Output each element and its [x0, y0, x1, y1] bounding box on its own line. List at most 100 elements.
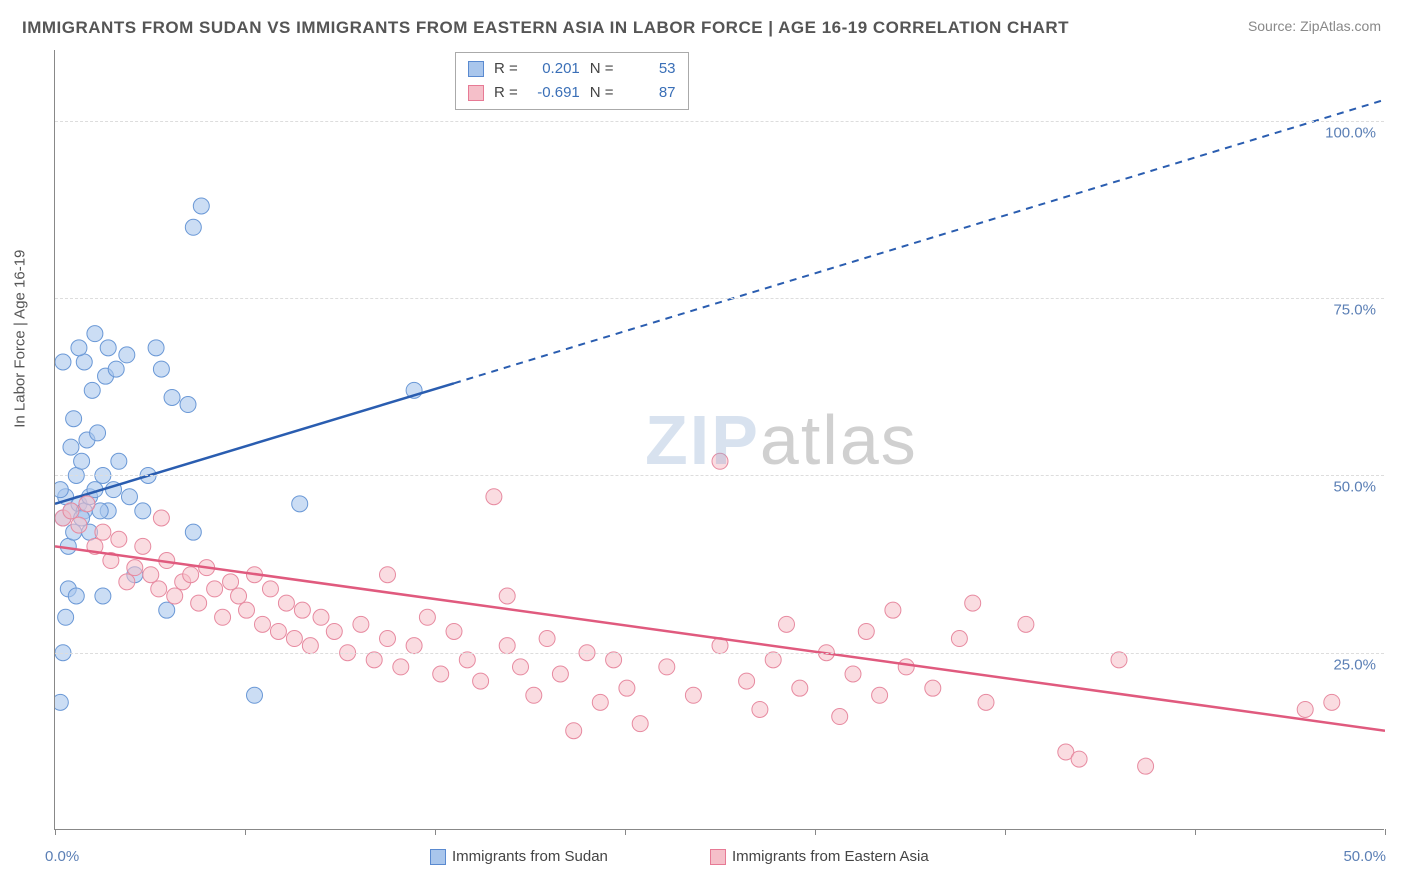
- data-point-sudan: [74, 453, 90, 469]
- data-point-eastern-asia: [632, 716, 648, 732]
- data-point-eastern-asia: [95, 524, 111, 540]
- n-label: N =: [590, 81, 614, 105]
- x-axis-min-label: 0.0%: [45, 848, 79, 865]
- data-point-eastern-asia: [765, 652, 781, 668]
- data-point-eastern-asia: [965, 595, 981, 611]
- x-tick: [625, 829, 626, 835]
- data-point-eastern-asia: [63, 503, 79, 519]
- data-point-sudan: [95, 588, 111, 604]
- data-point-eastern-asia: [552, 666, 568, 682]
- data-point-sudan: [108, 361, 124, 377]
- gridline-h: [55, 475, 1384, 476]
- data-point-eastern-asia: [223, 574, 239, 590]
- data-point-sudan: [76, 354, 92, 370]
- x-tick: [1195, 829, 1196, 835]
- data-point-sudan: [58, 609, 74, 625]
- watermark: ZIPatlas: [645, 400, 918, 480]
- data-point-eastern-asia: [207, 581, 223, 597]
- chart-title: IMMIGRANTS FROM SUDAN VS IMMIGRANTS FROM…: [22, 18, 1069, 38]
- y-tick-label: 25.0%: [1333, 656, 1376, 673]
- data-point-eastern-asia: [486, 489, 502, 505]
- data-point-eastern-asia: [473, 673, 489, 689]
- data-point-sudan: [292, 496, 308, 512]
- data-point-eastern-asia: [313, 609, 329, 625]
- plot-area: ZIPatlas R = 0.201 N = 53 R = -0.691 N =…: [54, 50, 1384, 830]
- data-point-eastern-asia: [143, 567, 159, 583]
- y-tick-label: 75.0%: [1333, 302, 1376, 319]
- data-point-eastern-asia: [858, 623, 874, 639]
- data-point-sudan: [55, 482, 68, 498]
- x-tick: [1385, 829, 1386, 835]
- data-point-eastern-asia: [779, 616, 795, 632]
- data-point-sudan: [159, 602, 175, 618]
- data-point-eastern-asia: [215, 609, 231, 625]
- swatch-asia: [468, 85, 484, 101]
- data-point-sudan: [180, 397, 196, 413]
- data-point-eastern-asia: [270, 623, 286, 639]
- data-point-eastern-asia: [685, 687, 701, 703]
- y-axis-title: In Labor Force | Age 16-19: [12, 250, 29, 428]
- data-point-eastern-asia: [446, 623, 462, 639]
- data-point-eastern-asia: [153, 510, 169, 526]
- r-value-sudan: 0.201: [528, 57, 580, 81]
- gridline-h: [55, 121, 1384, 122]
- y-tick-label: 50.0%: [1333, 479, 1376, 496]
- data-point-eastern-asia: [433, 666, 449, 682]
- watermark-atlas: atlas: [760, 401, 918, 479]
- data-point-eastern-asia: [872, 687, 888, 703]
- stats-row-sudan: R = 0.201 N = 53: [468, 57, 676, 81]
- data-point-eastern-asia: [393, 659, 409, 675]
- watermark-zip: ZIP: [645, 401, 760, 479]
- data-point-sudan: [135, 503, 151, 519]
- data-point-eastern-asia: [885, 602, 901, 618]
- x-tick: [815, 829, 816, 835]
- data-point-eastern-asia: [167, 588, 183, 604]
- x-tick: [55, 829, 56, 835]
- regression-line-sudan: [55, 383, 454, 504]
- data-point-sudan: [111, 453, 127, 469]
- data-point-eastern-asia: [71, 517, 87, 533]
- data-point-eastern-asia: [499, 638, 515, 654]
- swatch-sudan-icon: [430, 849, 446, 865]
- data-point-sudan: [71, 340, 87, 356]
- data-point-eastern-asia: [1324, 694, 1340, 710]
- data-point-eastern-asia: [845, 666, 861, 682]
- r-value-asia: -0.691: [528, 81, 580, 105]
- legend-asia: Immigrants from Eastern Asia: [710, 848, 929, 865]
- data-point-eastern-asia: [619, 680, 635, 696]
- data-point-eastern-asia: [262, 581, 278, 597]
- data-point-eastern-asia: [127, 560, 143, 576]
- swatch-sudan: [468, 61, 484, 77]
- data-point-eastern-asia: [925, 680, 941, 696]
- gridline-h: [55, 298, 1384, 299]
- data-point-sudan: [90, 425, 106, 441]
- data-point-eastern-asia: [111, 531, 127, 547]
- data-point-sudan: [193, 198, 209, 214]
- legend-asia-label: Immigrants from Eastern Asia: [732, 848, 929, 865]
- data-point-sudan: [63, 439, 79, 455]
- data-point-eastern-asia: [1111, 652, 1127, 668]
- data-point-eastern-asia: [606, 652, 622, 668]
- data-point-eastern-asia: [832, 709, 848, 725]
- data-point-sudan: [55, 354, 71, 370]
- stats-row-asia: R = -0.691 N = 87: [468, 81, 676, 105]
- data-point-sudan: [100, 340, 116, 356]
- data-point-eastern-asia: [419, 609, 435, 625]
- data-point-eastern-asia: [79, 496, 95, 512]
- data-point-sudan: [87, 326, 103, 342]
- data-point-eastern-asia: [183, 567, 199, 583]
- r-label: R =: [494, 57, 518, 81]
- data-point-sudan: [55, 694, 68, 710]
- correlation-chart: IMMIGRANTS FROM SUDAN VS IMMIGRANTS FROM…: [0, 0, 1406, 892]
- data-point-eastern-asia: [366, 652, 382, 668]
- data-point-eastern-asia: [191, 595, 207, 611]
- gridline-h: [55, 653, 1384, 654]
- data-point-eastern-asia: [513, 659, 529, 675]
- data-point-sudan: [247, 687, 263, 703]
- data-point-eastern-asia: [119, 574, 135, 590]
- y-tick-label: 100.0%: [1325, 124, 1376, 141]
- data-point-sudan: [185, 524, 201, 540]
- swatch-asia-icon: [710, 849, 726, 865]
- data-point-sudan: [84, 382, 100, 398]
- data-point-eastern-asia: [302, 638, 318, 654]
